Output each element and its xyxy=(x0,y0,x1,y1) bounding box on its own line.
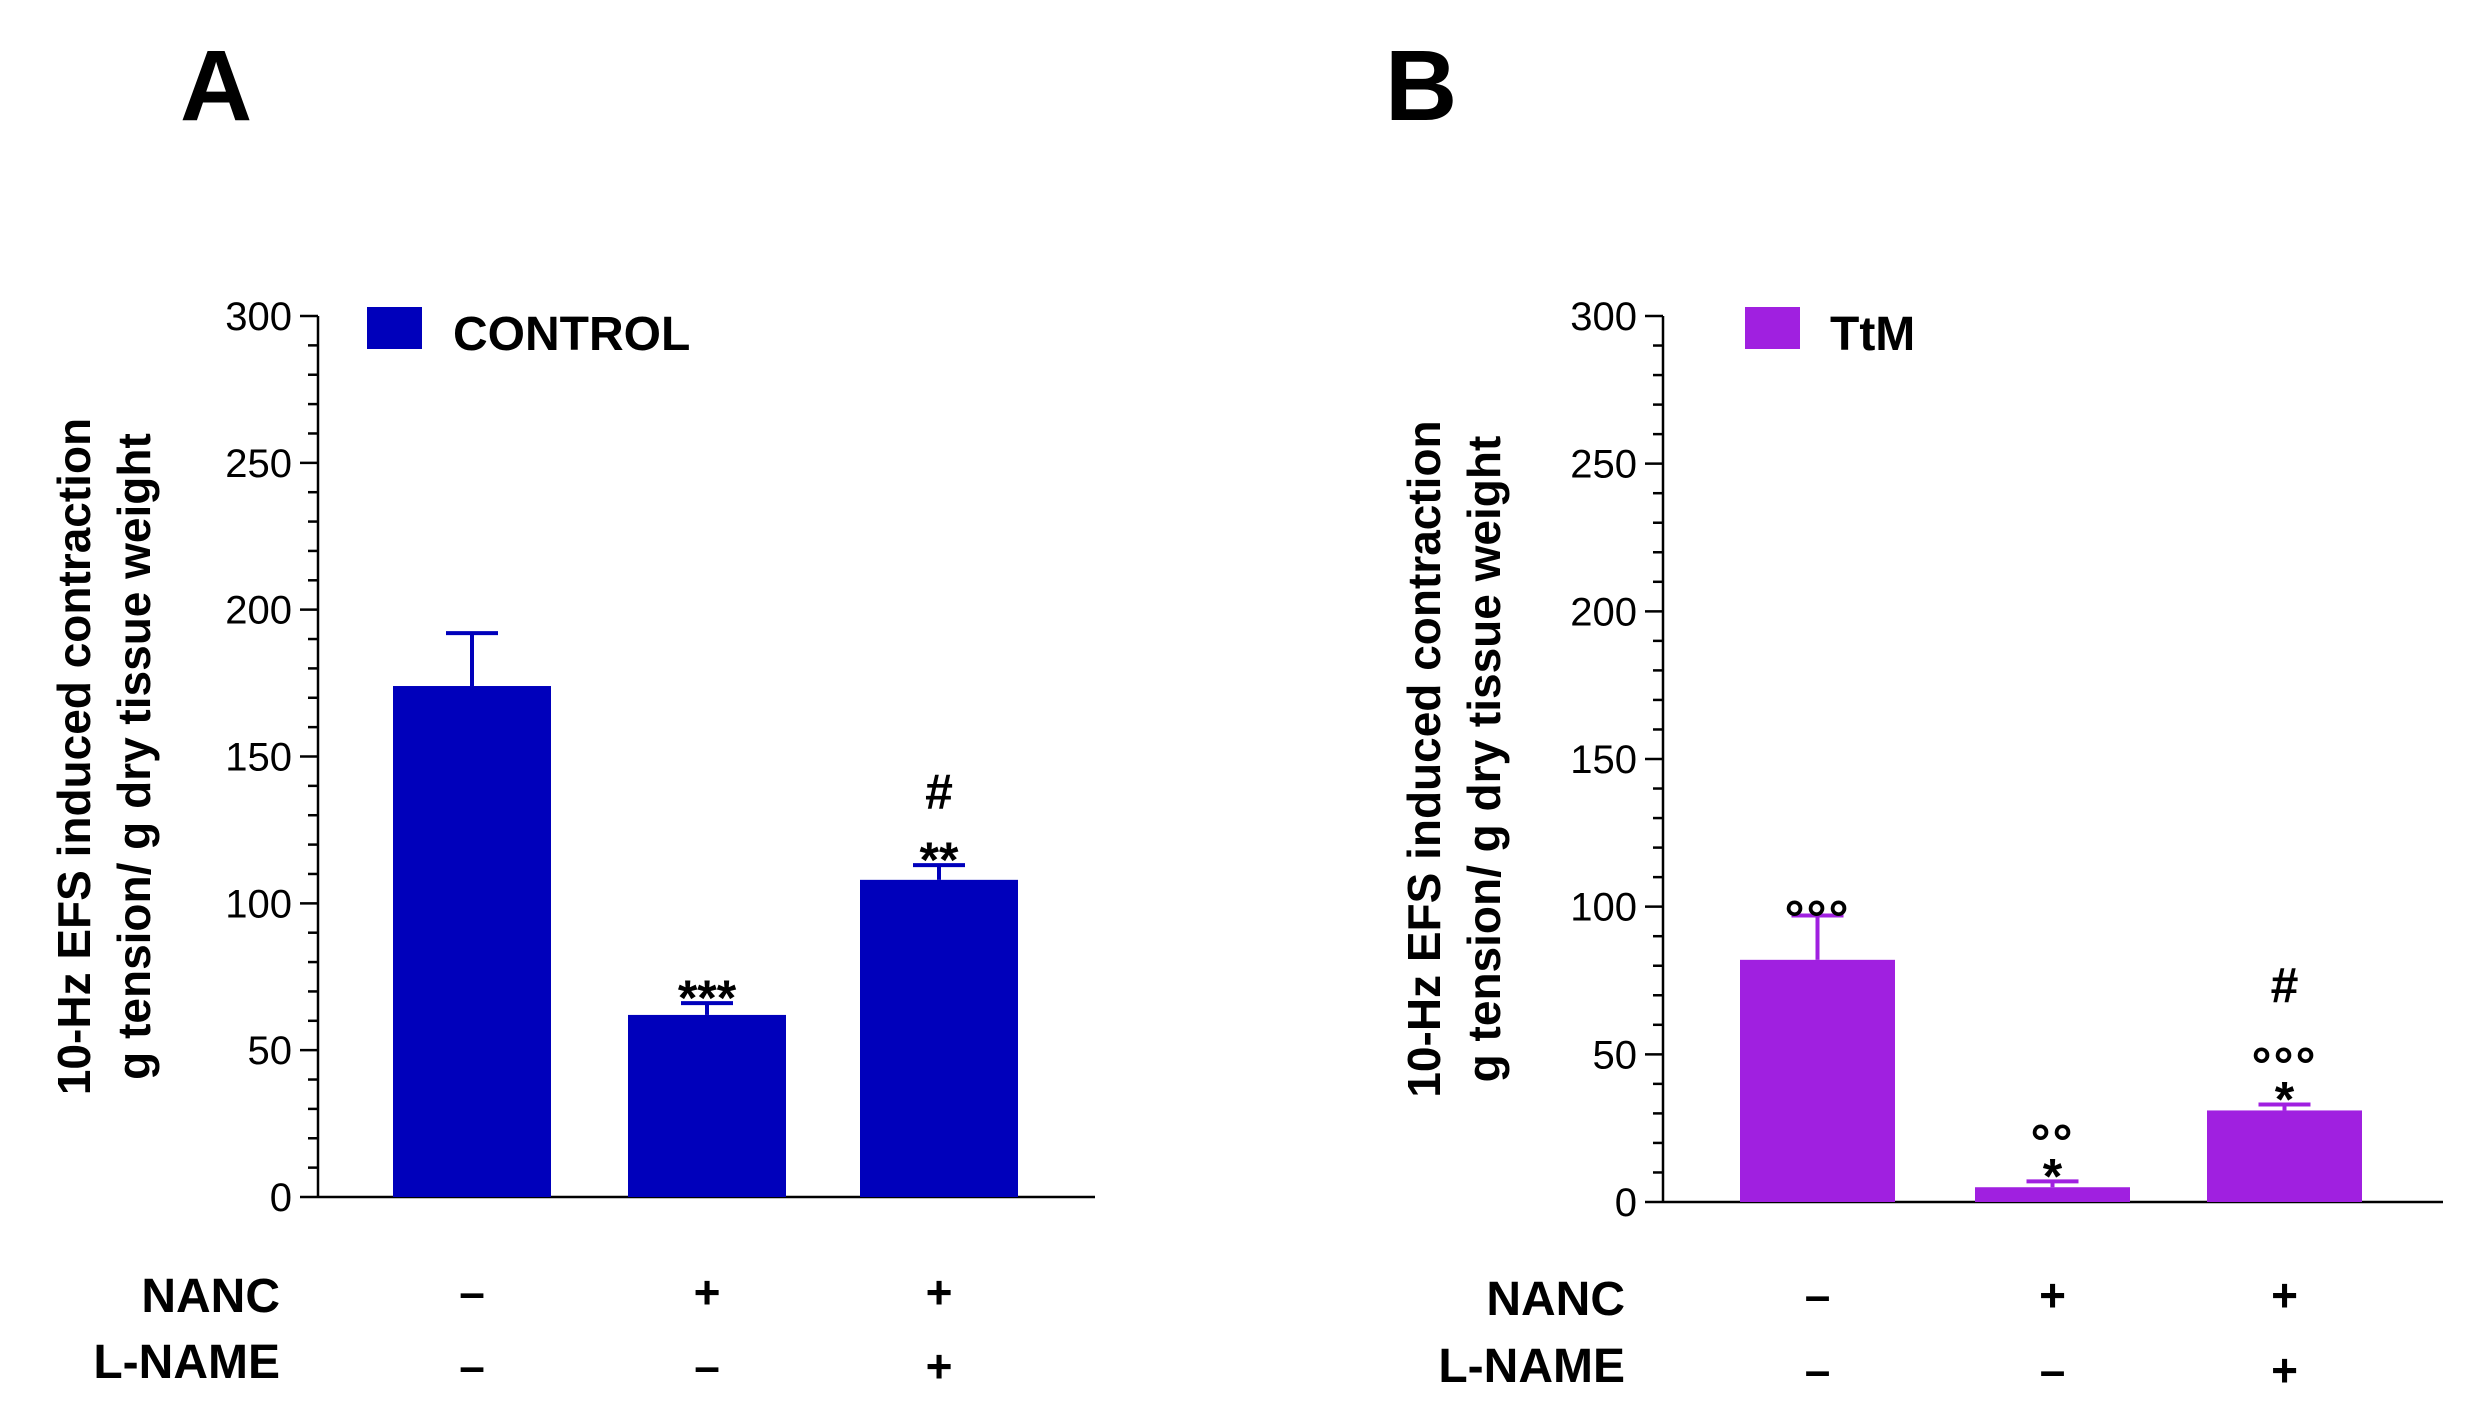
panel-letter: B xyxy=(1385,30,1457,142)
y-tick-label: 100 xyxy=(225,882,292,926)
y-tick-label: 250 xyxy=(1570,443,1637,487)
significance-marker: °° xyxy=(2031,1114,2075,1170)
y-tick-label: 250 xyxy=(225,442,292,486)
y-tick-label: 200 xyxy=(225,589,292,633)
nanc-sign: – xyxy=(459,1266,485,1318)
y-tick-label: 50 xyxy=(1593,1033,1638,1077)
significance-marker: # xyxy=(2271,958,2299,1014)
significance-marker: * xyxy=(2275,1072,2295,1128)
significance-marker: # xyxy=(925,764,953,820)
bar xyxy=(628,1014,786,1197)
y-tick-label: 300 xyxy=(225,295,292,339)
y-tick-label: 200 xyxy=(1570,590,1637,634)
condition-row-label: NANC xyxy=(141,1270,280,1323)
lname-sign: – xyxy=(694,1340,720,1392)
lname-sign: – xyxy=(2040,1344,2066,1396)
nanc-sign: – xyxy=(1805,1269,1831,1321)
legend-swatch xyxy=(367,307,422,349)
bar xyxy=(393,686,551,1197)
legend-label: CONTROL xyxy=(453,308,690,361)
significance-marker: ** xyxy=(920,832,959,888)
nanc-sign: + xyxy=(694,1266,721,1318)
legend-label: TtM xyxy=(1830,308,1915,361)
y-tick-label: 150 xyxy=(225,736,292,780)
significance-marker: * xyxy=(2043,1148,2063,1204)
y-tick-label: 0 xyxy=(1615,1181,1637,1225)
significance-marker: *** xyxy=(678,970,737,1026)
lname-sign: – xyxy=(459,1340,485,1392)
y-axis-label-line-2: g tension/ g dry tissue weight xyxy=(108,433,160,1080)
y-tick-label: 100 xyxy=(1570,886,1637,930)
y-axis-label-line-1: 10-Hz EFS induced contraction xyxy=(48,418,100,1095)
lname-sign: – xyxy=(1805,1344,1831,1396)
y-tick-label: 0 xyxy=(270,1176,292,1220)
nanc-sign: + xyxy=(2271,1269,2298,1321)
y-axis-label-line-1: 10-Hz EFS induced contraction xyxy=(1398,420,1450,1097)
y-axis-label-line-2: g tension/ g dry tissue weight xyxy=(1458,436,1510,1083)
bar xyxy=(1975,1187,2130,1202)
y-tick-label: 150 xyxy=(1570,738,1637,782)
lname-sign: + xyxy=(926,1340,953,1392)
nanc-sign: + xyxy=(2039,1269,2066,1321)
legend-swatch xyxy=(1745,307,1800,349)
y-tick-label: 300 xyxy=(1570,295,1637,339)
significance-marker: °°° xyxy=(2252,1038,2318,1094)
condition-row-label: L-NAME xyxy=(1438,1340,1625,1393)
condition-row-label: L-NAME xyxy=(93,1336,280,1389)
panel-A: A 10-Hz EFS induced contraction g tension/… xyxy=(48,30,1095,1392)
y-tick-label: 50 xyxy=(248,1029,293,1073)
lname-sign: + xyxy=(2271,1344,2298,1396)
nanc-sign: + xyxy=(926,1266,953,1318)
panel-letter: A xyxy=(180,30,252,142)
bar xyxy=(2207,1110,2362,1202)
bar xyxy=(1740,959,1895,1202)
panel-B: B 10-Hz EFS induced contraction g tension/… xyxy=(1385,30,2443,1396)
bar xyxy=(860,879,1018,1197)
condition-row-label: NANC xyxy=(1486,1273,1625,1326)
significance-marker: °°° xyxy=(1785,891,1851,947)
